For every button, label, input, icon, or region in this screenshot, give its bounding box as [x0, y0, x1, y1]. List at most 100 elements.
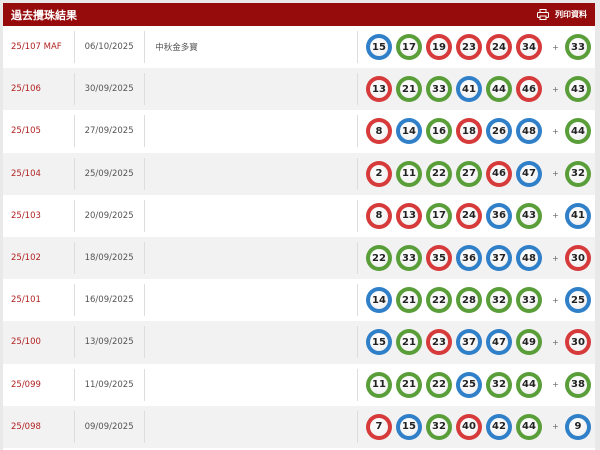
- ball-number: 30: [568, 249, 587, 268]
- ball-number: 21: [399, 375, 418, 394]
- ball: 7: [365, 413, 392, 440]
- ball-list: 11 21 22 25 32 44 +38: [356, 368, 595, 401]
- ball-number: 48: [519, 122, 538, 141]
- ball-number: 24: [459, 206, 478, 225]
- draw-note: [144, 410, 357, 443]
- ball-list: 7 15 32 40 42 44 +9: [356, 410, 595, 443]
- table-row: 25/099 11/09/2025 11 21 22 25 32 44 +38: [3, 364, 595, 406]
- ball: 42: [485, 413, 512, 440]
- ball-number: 26: [489, 122, 508, 141]
- ball-number: 34: [519, 38, 538, 57]
- ball-list: 22 33 35 36 37 48 +30: [356, 242, 595, 275]
- printer-icon: [537, 9, 549, 20]
- ball-number: 28: [459, 291, 478, 310]
- ball-list: 2 11 22 27 46 47 +32: [356, 157, 595, 190]
- ball: 44: [515, 413, 542, 440]
- extra-ball: 9: [564, 413, 591, 440]
- results-panel: 過去攪珠結果 列印資料 25/107 MAF 06/10/2025 中秋金多寶 1…: [3, 3, 595, 450]
- ball: 44: [485, 76, 512, 103]
- ball: 23: [455, 34, 482, 61]
- ball-number: 30: [568, 333, 587, 352]
- ball: 8: [365, 202, 392, 229]
- print-label: 列印資料: [555, 10, 587, 19]
- ball-number: 40: [459, 417, 478, 436]
- ball: 21: [395, 287, 422, 314]
- extra-ball: 41: [564, 202, 591, 229]
- draw-note: [144, 242, 357, 275]
- ball: 32: [425, 413, 452, 440]
- ball-number: 32: [489, 291, 508, 310]
- draw-number[interactable]: 25/102: [11, 253, 41, 264]
- table-row: 25/101 16/09/2025 14 21 22 28 32 33 +25: [3, 279, 595, 321]
- ball: 13: [395, 202, 422, 229]
- ball: 46: [485, 160, 512, 187]
- ball-list: 15 17 19 23 24 34 +33: [356, 31, 595, 64]
- table-row: 25/098 09/09/2025 7 15 32 40 42 44 +9: [3, 405, 595, 448]
- ball-number: 47: [489, 333, 508, 352]
- draw-number[interactable]: 25/103: [11, 210, 41, 221]
- ball-number: 14: [369, 291, 388, 310]
- ball-number: 8: [369, 206, 388, 225]
- ball-number: 33: [519, 291, 538, 310]
- ball: 23: [425, 329, 452, 356]
- ball: 37: [485, 245, 512, 272]
- draw-note: [144, 115, 357, 148]
- draw-date: 11/09/2025: [73, 368, 145, 401]
- ball: 43: [515, 202, 542, 229]
- extra-ball: 30: [564, 329, 591, 356]
- ball-number: 43: [568, 80, 587, 99]
- ball: 22: [425, 371, 452, 398]
- ball: 47: [515, 160, 542, 187]
- ball: 44: [515, 371, 542, 398]
- ball-number: 23: [459, 38, 478, 57]
- extra-ball: 38: [564, 371, 591, 398]
- draw-number[interactable]: 25/098: [11, 421, 41, 432]
- ball: 14: [395, 118, 422, 145]
- ball-number: 11: [399, 164, 418, 183]
- draw-number[interactable]: 25/100: [11, 337, 41, 348]
- table-row: 25/107 MAF 06/10/2025 中秋金多寶 15 17 19 23 24 34 +…: [3, 26, 595, 68]
- ball: 49: [515, 329, 542, 356]
- ball: 21: [395, 371, 422, 398]
- draw-number[interactable]: 25/106: [11, 84, 41, 95]
- draw-number[interactable]: 25/107 MAF: [11, 42, 62, 53]
- draw-number[interactable]: 25/101: [11, 295, 41, 306]
- plus-sign: +: [552, 337, 559, 347]
- ball-list: 13 21 33 41 44 46 +43: [356, 73, 595, 106]
- table-row: 25/100 13/09/2025 15 21 23 37 47 49 +30: [3, 321, 595, 364]
- draw-number[interactable]: 25/104: [11, 168, 41, 179]
- ball: 48: [515, 245, 542, 272]
- ball-number: 15: [369, 38, 388, 57]
- table-row: 25/106 30/09/2025 13 21 33 41 44 46 +43: [3, 68, 595, 111]
- ball-number: 9: [568, 417, 587, 436]
- table-row: 25/104 25/09/2025 2 11 22 27 46 47 +32: [3, 152, 595, 195]
- draw-note: [144, 326, 357, 359]
- extra-ball: 33: [564, 34, 591, 61]
- ball-number: 36: [459, 249, 478, 268]
- ball: 21: [395, 329, 422, 356]
- draw-date: 30/09/2025: [73, 73, 145, 106]
- ball-number: 24: [489, 38, 508, 57]
- ball-number: 49: [519, 333, 538, 352]
- ball-number: 18: [459, 122, 478, 141]
- ball-number: 41: [568, 206, 587, 225]
- plus-sign: +: [552, 169, 559, 179]
- ball-list: 8 14 16 18 26 48 +44: [356, 115, 595, 148]
- draw-number[interactable]: 25/105: [11, 126, 41, 137]
- plus-sign: +: [552, 422, 559, 432]
- ball: 27: [455, 160, 482, 187]
- draw-date: 16/09/2025: [73, 284, 145, 317]
- ball: 24: [485, 34, 512, 61]
- ball: 15: [365, 329, 392, 356]
- ball: 32: [485, 287, 512, 314]
- ball: 36: [455, 245, 482, 272]
- ball-number: 43: [519, 206, 538, 225]
- print-button[interactable]: 列印資料: [537, 9, 587, 20]
- draw-number[interactable]: 25/099: [11, 379, 41, 390]
- ball-number: 8: [369, 122, 388, 141]
- ball: 17: [395, 34, 422, 61]
- ball-number: 2: [369, 164, 388, 183]
- ball-number: 47: [519, 164, 538, 183]
- ball-number: 42: [489, 417, 508, 436]
- ball: 32: [485, 371, 512, 398]
